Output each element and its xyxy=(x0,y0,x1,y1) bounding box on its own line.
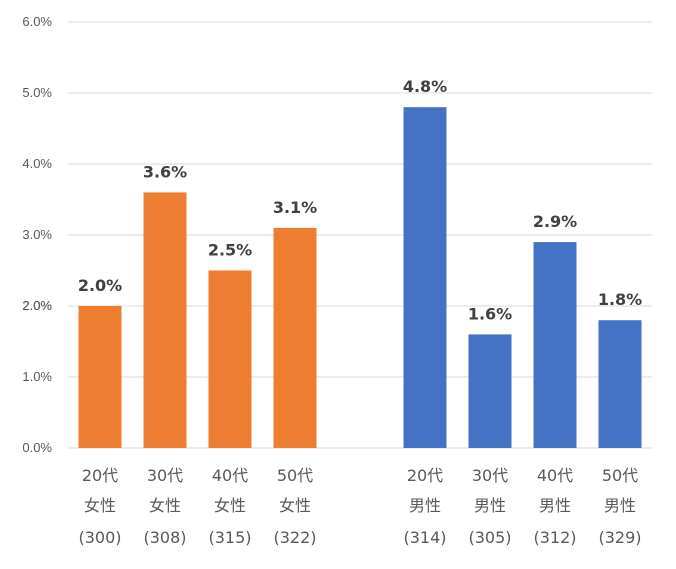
x-tick-label: (322) xyxy=(273,528,316,547)
x-tick-label: 30代 xyxy=(147,466,183,485)
x-tick-label: 20代 xyxy=(82,466,118,485)
x-tick-label: (300) xyxy=(78,528,121,547)
y-tick-label: 2.0% xyxy=(22,298,52,313)
bar xyxy=(533,242,577,448)
x-tick-label: 40代 xyxy=(537,466,573,485)
bar xyxy=(403,107,447,448)
bar xyxy=(468,334,512,448)
bar xyxy=(143,192,187,448)
data-label: 3.1% xyxy=(273,198,317,217)
data-label: 1.8% xyxy=(598,290,642,309)
data-label: 1.6% xyxy=(468,304,512,323)
y-tick-label: 3.0% xyxy=(22,227,52,242)
data-label: 2.9% xyxy=(533,212,577,231)
x-tick-label: (329) xyxy=(598,528,641,547)
bar xyxy=(598,320,642,448)
x-tick-label: 女性 xyxy=(279,496,311,515)
y-tick-label: 2.0% xyxy=(22,298,52,313)
x-tick-label: (308) xyxy=(143,528,186,547)
data-label: 2.0% xyxy=(78,276,122,295)
y-tick-label: 0.0% xyxy=(22,440,52,455)
data-label: 2.5% xyxy=(208,241,252,260)
bar xyxy=(208,270,252,448)
data-label: 3.6% xyxy=(143,162,187,181)
x-tick-label: 女性 xyxy=(84,496,116,515)
x-tick-label: 男性 xyxy=(474,496,506,515)
y-tick-label: 4.0% xyxy=(22,156,52,171)
x-tick-label: 20代 xyxy=(407,466,443,485)
x-tick-label: (312) xyxy=(533,528,576,547)
x-tick-label: 男性 xyxy=(539,496,571,515)
x-tick-label: (305) xyxy=(468,528,511,547)
x-tick-label: 女性 xyxy=(149,496,181,515)
y-tick-label: 5.0% xyxy=(22,85,52,100)
x-tick-label: (315) xyxy=(208,528,251,547)
y-tick-label: 6.0% xyxy=(22,14,52,29)
y-tick-label: 1.0% xyxy=(22,369,52,384)
x-tick-label: 男性 xyxy=(409,496,441,515)
x-tick-label: 男性 xyxy=(604,496,636,515)
x-tick-label: (314) xyxy=(403,528,446,547)
x-tick-label: 30代 xyxy=(472,466,508,485)
data-label: 4.8% xyxy=(403,77,447,96)
bar xyxy=(78,306,122,448)
x-tick-label: 女性 xyxy=(214,496,246,515)
x-tick-label: 50代 xyxy=(277,466,313,485)
x-tick-label: 40代 xyxy=(212,466,248,485)
x-tick-label: 50代 xyxy=(602,466,638,485)
bar xyxy=(273,227,317,448)
